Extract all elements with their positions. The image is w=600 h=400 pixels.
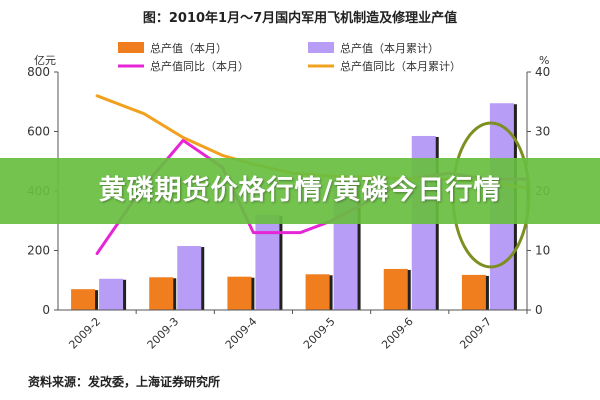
overlay-banner: 黄磷期货价格行情/黄磷今日行情	[0, 158, 600, 224]
x-tick-label: 2009-6	[379, 315, 416, 352]
x-axis-labels: 2009-2 2009-3 2009-4 2009-5 2009-6 2009-7	[66, 315, 494, 352]
bar	[383, 268, 408, 310]
legend-label: 总产值（本月累计）	[340, 41, 439, 55]
legend-label: 总产值（本月）	[150, 41, 227, 55]
legend-swatch	[118, 42, 144, 53]
legend-label: 总产值同比（本月）	[150, 59, 249, 73]
source-note: 资料来源：发改委，上海证券研究所	[28, 374, 220, 389]
banner-text: 黄磷期货价格行情/黄磷今日行情	[98, 175, 502, 206]
x-tick-label: 2009-5	[301, 315, 338, 352]
right-axis-unit: %	[539, 54, 549, 67]
bar	[305, 274, 330, 310]
right-tick-label: 30	[535, 125, 550, 139]
bar	[227, 276, 252, 310]
legend-swatch	[308, 42, 334, 53]
x-tick-label: 2009-7	[457, 315, 494, 352]
bar	[99, 278, 124, 310]
x-tick-label: 2009-2	[66, 315, 103, 352]
bar	[177, 246, 202, 310]
legend-label: 总产值同比（本月累计）	[340, 59, 461, 73]
chart-title: 图：2010年1月～7月国内军用飞机制造及修理业产值	[143, 10, 457, 26]
right-tick-label: 0	[535, 303, 543, 317]
bar	[71, 289, 96, 310]
x-tick-label: 2009-4	[223, 315, 260, 352]
legend: 总产值（本月） 总产值（本月累计） 总产值同比（本月） 总产值同比（本月累计）	[118, 41, 461, 73]
right-tick-label: 10	[535, 244, 550, 258]
bar	[255, 214, 280, 310]
bar	[461, 274, 486, 310]
x-tick-label: 2009-3	[145, 315, 182, 352]
left-tick-label: 200	[27, 244, 50, 258]
left-tick-label: 0	[42, 303, 50, 317]
left-tick-label: 800	[27, 65, 50, 79]
bar	[149, 277, 174, 310]
left-axis-unit: 亿元	[34, 54, 56, 67]
left-tick-label: 600	[27, 125, 50, 139]
right-tick-label: 40	[535, 65, 550, 79]
